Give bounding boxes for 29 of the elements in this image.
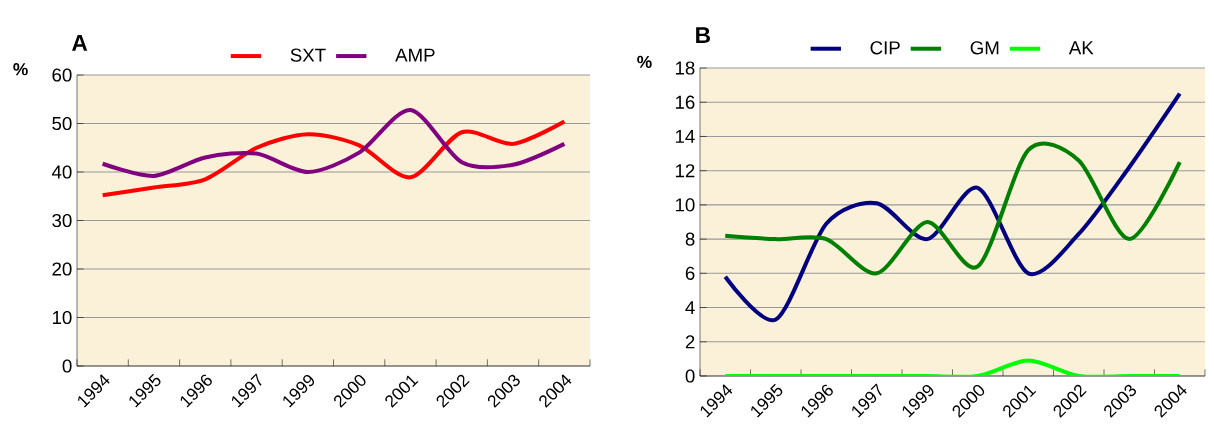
line-series [100, 107, 567, 178]
y-tick-label: 0 [62, 359, 72, 373]
y-tick-label: 8 [685, 232, 695, 246]
y-tick-label: 20 [52, 262, 72, 276]
y-tick-label: 2 [685, 335, 695, 349]
y-tick-label: 6 [685, 266, 695, 280]
y-tick-label: 16 [675, 95, 695, 109]
y-tick-label: 30 [52, 213, 72, 228]
y-tick-label: 40 [51, 165, 72, 179]
line-series [723, 91, 1182, 322]
legend-label: AK [1068, 41, 1094, 55]
chart-title: B [696, 27, 710, 43]
y-axis-title: % [637, 55, 652, 68]
legend-label: AMP [395, 48, 435, 62]
y-tick-label: 0 [685, 369, 695, 383]
y-axis-title: % [13, 63, 28, 76]
y-tick-label: 14 [675, 130, 695, 143]
y-tick-label: 18 [675, 61, 695, 75]
legend-label: CIP [870, 41, 900, 55]
chart-title: A [72, 35, 88, 51]
line-series [100, 119, 567, 198]
y-tick-label: 50 [52, 116, 72, 131]
legend-label: SXT [290, 48, 326, 62]
y-tick-label: 10 [52, 310, 72, 325]
y-tick-label: 12 [675, 164, 695, 178]
y-tick-label: 4 [685, 301, 695, 314]
y-tick-label: 60 [52, 68, 72, 82]
y-tick-label: 10 [675, 198, 695, 212]
legend-label: GM [970, 41, 999, 55]
